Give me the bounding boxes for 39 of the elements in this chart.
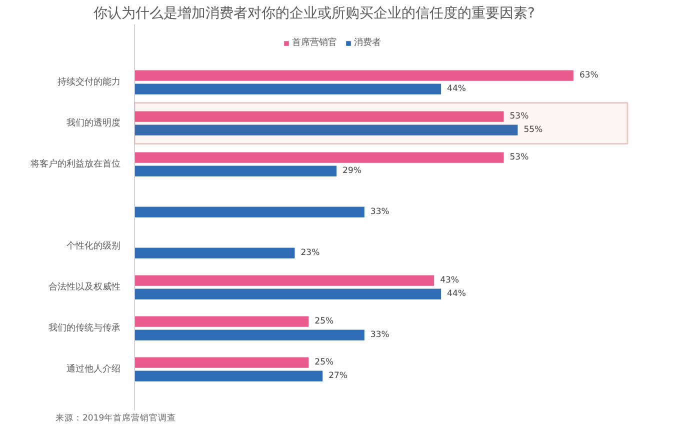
bar (134, 316, 309, 327)
legend-label: 首席营销官 (292, 36, 337, 49)
bar (134, 84, 442, 94)
data-label: 63% (579, 70, 598, 81)
y-tick-label: 我们的透明度 (66, 117, 120, 128)
bar (134, 370, 323, 382)
y-tick-label: 合法性以及权威性 (48, 281, 120, 292)
data-label: 44% (447, 289, 466, 300)
bar (134, 166, 337, 176)
data-label: 44% (447, 84, 466, 94)
bar (134, 275, 434, 286)
bar (134, 288, 442, 300)
data-label: 23% (300, 248, 320, 258)
chart-title: 你认为什么是增加消费者对你的企业或所购买企业的信任度的重要因素? (92, 6, 535, 22)
bar (134, 124, 518, 136)
source-note: 来源：2019年首席营销官调查 (56, 412, 176, 424)
bar (134, 70, 574, 81)
bar (134, 111, 504, 122)
bar (134, 206, 364, 218)
data-label: 25% (314, 316, 334, 327)
bar (134, 330, 364, 340)
bar (134, 248, 295, 258)
data-label: 53% (510, 152, 529, 163)
data-label: 53% (510, 112, 529, 122)
data-label: 25% (314, 358, 334, 368)
data-label: 55% (524, 125, 543, 136)
y-tick-label: 我们的传统与传承 (48, 322, 120, 334)
data-label: 43% (440, 276, 459, 286)
legend-label: 消费者 (354, 36, 381, 49)
y-tick-label: 通过他人介绍 (66, 363, 120, 374)
data-label: 29% (342, 166, 362, 176)
y-tick-label: 将客户的利益放在首位 (30, 158, 120, 170)
bar (134, 152, 504, 163)
y-tick-label: 个性化的级别 (66, 240, 120, 252)
bar (134, 357, 309, 368)
data-label: 33% (370, 330, 390, 340)
data-label: 33% (370, 207, 390, 218)
data-label: 27% (328, 371, 348, 382)
y-tick-label: 持续交付的能力 (58, 76, 120, 88)
